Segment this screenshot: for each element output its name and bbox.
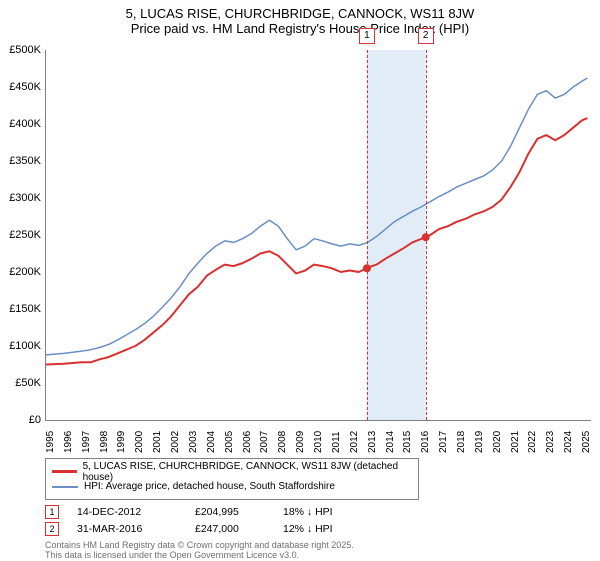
legend-swatch-property [52,470,77,473]
sale-marker-2: 2 [45,522,59,536]
y-axis-labels: £0£50K£100K£150K£200K£250K£300K£350K£400… [0,50,43,420]
legend-label-property: 5, LUCAS RISE, CHURCHBRIDGE, CANNOCK, WS… [83,461,412,483]
x-tick-label: 2022 [527,431,538,453]
x-tick-label: 2006 [242,431,253,453]
x-tick-label: 2005 [224,431,235,453]
x-tick-label: 1997 [81,431,92,453]
legend-swatch-hpi [52,486,78,488]
x-tick-label: 2013 [367,431,378,453]
x-tick-label: 2021 [510,431,521,453]
x-tick-label: 2018 [456,431,467,453]
sales-table: 1 14-DEC-2012 £204,995 18% ↓ HPI 2 31-MA… [45,503,363,537]
x-tick-label: 2014 [385,431,396,453]
x-tick-label: 2001 [152,431,163,453]
chart-container: 5, LUCAS RISE, CHURCHBRIDGE, CANNOCK, WS… [0,0,600,560]
y-tick-label: £450K [9,81,41,93]
x-tick-label: 2004 [206,431,217,453]
x-tick-label: 2012 [349,431,360,453]
x-tick-label: 1999 [116,431,127,453]
chart-title-address: 5, LUCAS RISE, CHURCHBRIDGE, CANNOCK, WS… [0,6,600,21]
x-tick-label: 2007 [259,431,270,453]
x-tick-label: 2009 [295,431,306,453]
x-tick-label: 1998 [99,431,110,453]
y-tick-label: £350K [9,155,41,167]
sale-price-2: £247,000 [195,523,265,535]
sale-date-2: 31-MAR-2016 [77,523,177,535]
sale-marker-line [426,50,427,420]
x-tick-label: 2015 [402,431,413,453]
sale-delta-2: 12% ↓ HPI [283,523,363,535]
sale-marker-1: 1 [45,505,59,519]
x-tick-label: 2010 [313,431,324,453]
credits-block: Contains HM Land Registry data © Crown c… [45,540,354,561]
x-tick-label: 2017 [438,431,449,453]
sale-row-1: 1 14-DEC-2012 £204,995 18% ↓ HPI [45,503,363,520]
legend-item-property: 5, LUCAS RISE, CHURCHBRIDGE, CANNOCK, WS… [52,464,412,479]
x-tick-label: 1995 [45,431,56,453]
x-tick-label: 2008 [277,431,288,453]
title-block: 5, LUCAS RISE, CHURCHBRIDGE, CANNOCK, WS… [0,0,600,40]
chart-title-sub: Price paid vs. HM Land Registry's House … [0,21,600,36]
legend-box: 5, LUCAS RISE, CHURCHBRIDGE, CANNOCK, WS… [45,458,419,500]
sale-row-2: 2 31-MAR-2016 £247,000 12% ↓ HPI [45,520,363,537]
x-tick-label: 2019 [474,431,485,453]
y-tick-label: £500K [9,44,41,56]
sale-delta-1: 18% ↓ HPI [283,506,363,518]
y-tick-label: £50K [15,377,41,389]
y-tick-label: £0 [29,414,41,426]
credits-line2: This data is licensed under the Open Gov… [45,550,354,560]
y-tick-label: £150K [9,303,41,315]
sale-marker-box: 2 [418,28,434,44]
y-tick-label: £300K [9,192,41,204]
x-tick-label: 1996 [63,431,74,453]
y-tick-label: £200K [9,266,41,278]
sale-price-1: £204,995 [195,506,265,518]
x-tick-label: 2011 [331,431,342,453]
x-tick-label: 2003 [188,431,199,453]
y-tick-label: £400K [9,118,41,130]
x-tick-label: 2023 [545,431,556,453]
x-tick-label: 2025 [581,431,592,453]
sale-date-1: 14-DEC-2012 [77,506,177,518]
credits-line1: Contains HM Land Registry data © Crown c… [45,540,354,550]
legend-label-hpi: HPI: Average price, detached house, Sout… [84,481,335,492]
y-tick-label: £100K [9,340,41,352]
sale-marker-box: 1 [359,28,375,44]
x-tick-label: 2000 [134,431,145,453]
x-tick-label: 2016 [420,431,431,453]
x-axis-labels: 1995 1996 1997 1998 1999 2000 2001 2002 2003 2004… [45,420,590,450]
chart-plot-area: 12 [45,50,591,421]
x-tick-label: 2020 [492,431,503,453]
y-tick-label: £250K [9,229,41,241]
x-tick-label: 2024 [563,431,574,453]
sale-marker-line [367,50,368,420]
chart-svg [46,50,591,420]
x-tick-label: 2002 [170,431,181,453]
